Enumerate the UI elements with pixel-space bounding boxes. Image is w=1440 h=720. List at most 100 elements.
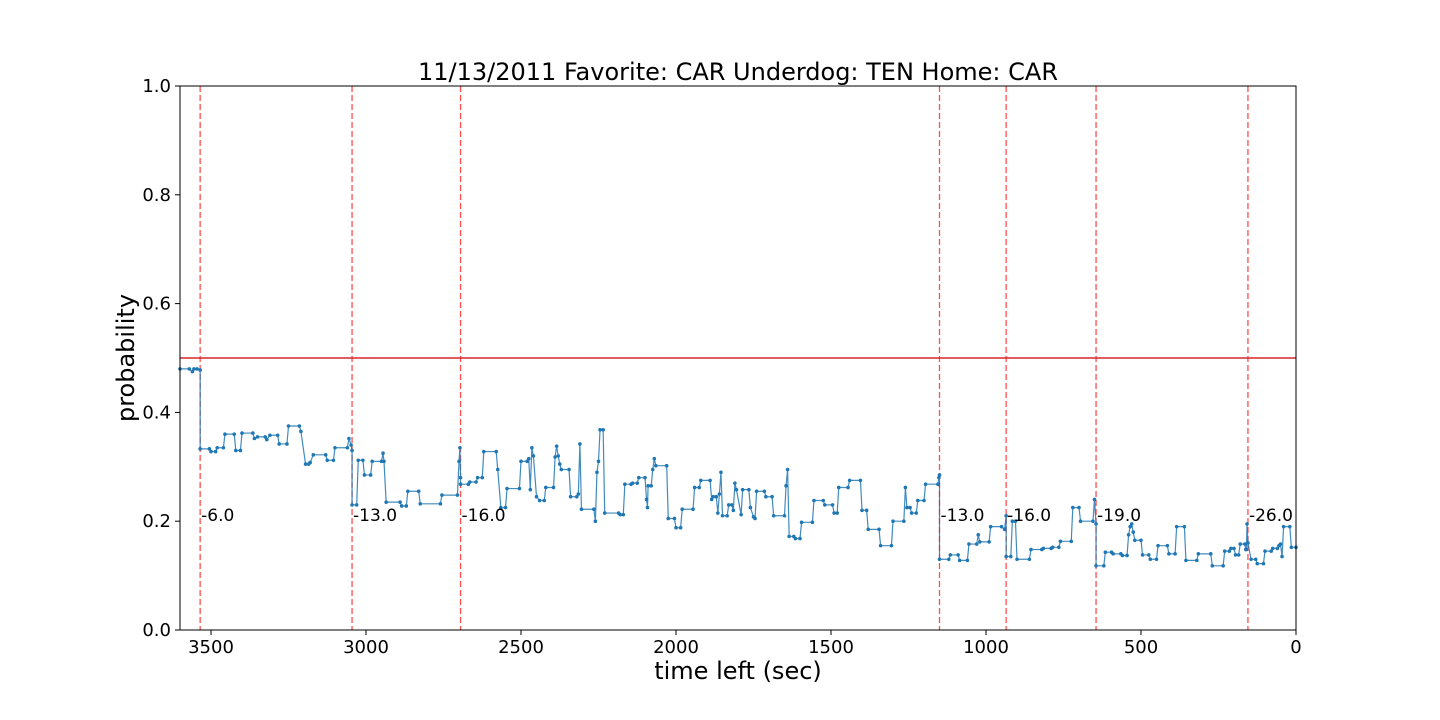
data-point (240, 431, 244, 435)
data-point (691, 507, 695, 512)
data-point (1120, 553, 1125, 558)
data-point (1050, 545, 1055, 550)
data-point (192, 367, 196, 371)
data-point (482, 449, 486, 454)
data-point (782, 513, 787, 518)
data-point (733, 481, 737, 485)
data-point (251, 431, 255, 435)
event-label-6: -26.0 (1249, 506, 1293, 526)
y-tick-label: 0.8 (142, 185, 171, 206)
data-point (370, 459, 375, 464)
data-point (455, 493, 460, 497)
data-point (1092, 497, 1097, 502)
data-point (438, 501, 443, 506)
data-point (1069, 539, 1074, 544)
data-point (526, 456, 531, 461)
x-tick-label: 2500 (498, 637, 544, 658)
data-point (323, 453, 328, 457)
data-point (902, 519, 906, 523)
data-point (575, 494, 579, 499)
data-point (595, 470, 599, 475)
x-tick-label: 1000 (963, 637, 1009, 658)
data-point (1140, 553, 1145, 557)
y-axis-label: probability (112, 294, 140, 422)
data-point (764, 494, 768, 499)
data-point (255, 435, 260, 439)
event-label-3: -13.0 (941, 506, 985, 526)
data-point (730, 503, 734, 507)
data-point (1027, 557, 1032, 562)
data-point (198, 447, 202, 451)
data-point (637, 475, 641, 480)
data-point (1148, 557, 1153, 562)
data-point (1210, 564, 1215, 568)
data-point (1222, 549, 1227, 553)
data-point (1255, 561, 1260, 566)
data-point (1041, 546, 1046, 551)
data-point (836, 485, 841, 490)
data-point (957, 558, 962, 563)
y-tick-label: 0.6 (142, 294, 171, 315)
data-point (593, 519, 598, 523)
data-point (559, 467, 564, 472)
data-point (785, 467, 790, 472)
data-point (567, 467, 571, 472)
data-point (440, 493, 444, 497)
data-point (967, 542, 971, 546)
data-point (646, 484, 650, 488)
data-point (978, 540, 982, 544)
probability-series (178, 367, 1298, 568)
data-point (333, 445, 337, 450)
data-point (699, 478, 703, 483)
data-point (602, 511, 607, 515)
data-point (678, 525, 683, 530)
data-point (1154, 557, 1159, 562)
data-point (719, 470, 723, 475)
data-point (1253, 557, 1258, 562)
data-point (654, 463, 658, 468)
data-point (474, 480, 478, 484)
data-point (544, 485, 548, 490)
data-point (937, 473, 942, 477)
data-point (1094, 522, 1098, 526)
data-point (903, 485, 908, 490)
data-point (209, 449, 213, 454)
data-point (762, 489, 767, 494)
data-point (976, 533, 981, 537)
data-point (568, 494, 573, 499)
data-point (1278, 542, 1283, 546)
data-point (331, 458, 336, 463)
data-point (494, 449, 499, 454)
data-point (1002, 527, 1007, 532)
data-point (1126, 533, 1131, 537)
data-point (1057, 545, 1061, 550)
data-point (1195, 558, 1199, 563)
data-point (1111, 552, 1115, 556)
y-tick-label: 0.0 (142, 620, 171, 641)
data-point (914, 511, 919, 515)
data-point (238, 448, 243, 453)
data-point (277, 442, 282, 446)
data-point (265, 437, 269, 442)
event-annotations: -6.0 -13.0 -16.0 -13.0 -16.0 -19.0 -26.0 (201, 506, 1293, 526)
data-point (1280, 554, 1284, 559)
y-tick-label: 1.0 (142, 76, 171, 97)
data-point (858, 478, 863, 483)
data-point (740, 487, 745, 492)
data-point (1289, 545, 1294, 550)
data-point (860, 508, 864, 513)
data-point (1146, 553, 1151, 557)
data-point (725, 513, 729, 518)
data-point (650, 467, 655, 472)
data-point (368, 473, 373, 477)
data-point (361, 458, 365, 463)
data-point (1077, 505, 1081, 510)
data-point (187, 367, 192, 371)
data-point (1139, 538, 1143, 543)
data-point (1243, 542, 1247, 546)
data-point (499, 505, 503, 510)
data-point (1009, 554, 1013, 559)
data-point (531, 454, 536, 458)
event-label-4: -16.0 (1007, 506, 1051, 526)
data-point (697, 485, 702, 490)
